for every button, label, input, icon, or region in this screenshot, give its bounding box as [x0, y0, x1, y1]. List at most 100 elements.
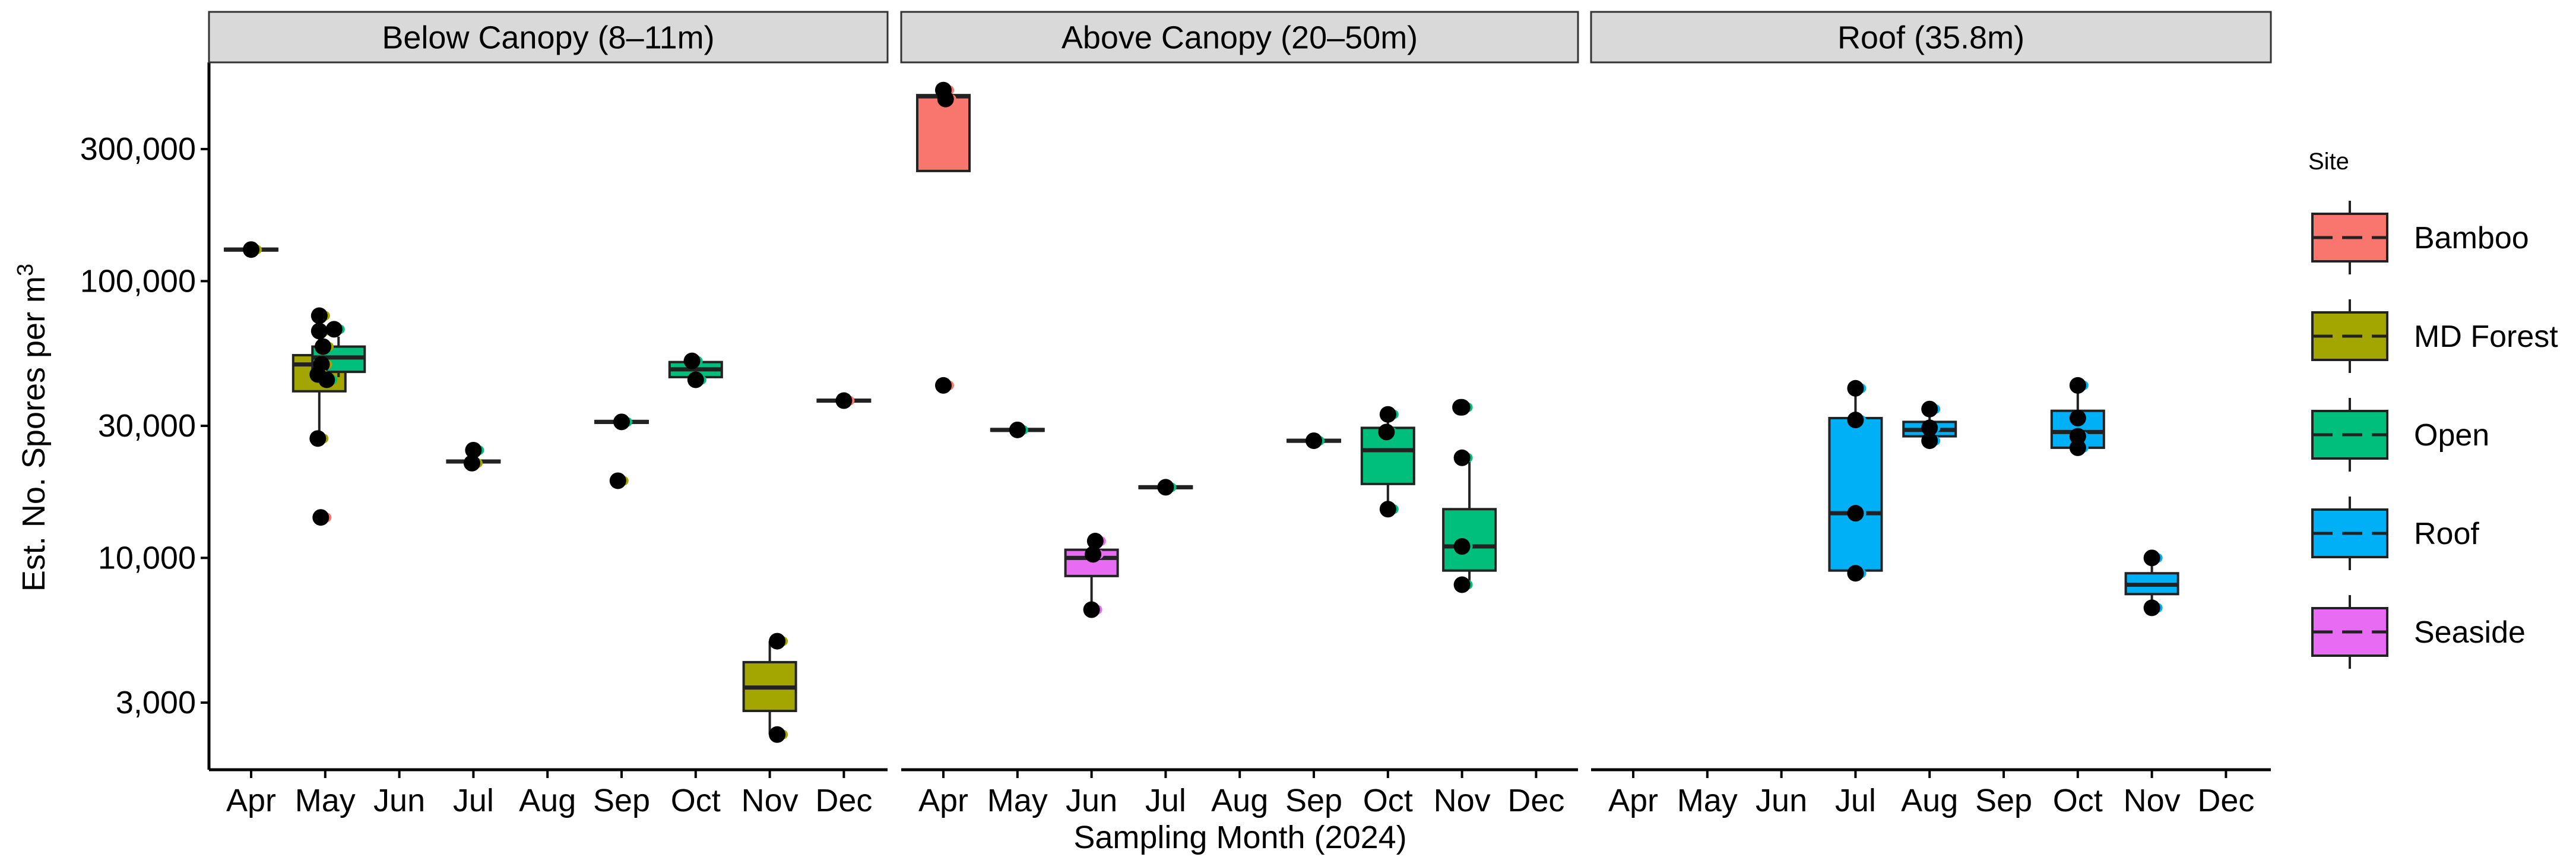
y-axis: 3,000 10,000 30,000 100,000 300,000: [80, 62, 211, 770]
data-point: [2069, 428, 2086, 445]
x-tick-label: Oct: [2053, 783, 2103, 818]
data-point: [769, 633, 786, 650]
x-tick-label: Dec: [1507, 783, 1564, 818]
data-point: [1847, 505, 1864, 522]
x-tick-label: Apr: [918, 783, 968, 818]
x-tick-label: Dec: [815, 783, 872, 818]
data-point: [1009, 421, 1026, 438]
x-tick-label: Jun: [1066, 783, 1117, 818]
x-tick-label: Oct: [671, 783, 721, 818]
facet-strip: [208, 11, 889, 64]
data-point: [613, 413, 630, 431]
x-tick-label: Nov: [742, 783, 799, 818]
facet-panel: Roof (35.8m) Apr May Jun Jul Aug Sep Oct Nov Dec: [1590, 11, 2272, 818]
legend-label: MD Forest: [2414, 320, 2558, 354]
box-roof: [2124, 558, 2179, 608]
facet-panel: Above Canopy (20–50m) Apr May Jun Jul Aug Sep O…: [900, 11, 1579, 818]
y-tick-label: 300,000: [80, 131, 196, 167]
legend-label: Seaside: [2414, 615, 2526, 650]
x-tick-label: Oct: [1363, 783, 1413, 818]
facet-strip-label: Below Canopy (8–11m): [382, 20, 714, 56]
data-point: [465, 441, 482, 459]
data-point: [309, 430, 327, 447]
x-tick-label: May: [1677, 783, 1738, 818]
data-point: [310, 322, 328, 340]
x-tick-label: Jul: [1145, 783, 1186, 818]
x-tick-label: May: [295, 783, 356, 818]
x-tick-label: Jul: [1835, 783, 1876, 818]
data-point: [835, 392, 853, 409]
facet-strip: [1590, 11, 2272, 64]
data-point: [2069, 377, 2086, 394]
data-point: [1083, 601, 1100, 618]
x-axis-title: Sampling Month (2024): [1073, 820, 1406, 855]
y-axis-title-base: Est. No. Spores per m: [16, 276, 52, 592]
data-point: [325, 321, 343, 338]
data-point: [315, 338, 332, 355]
legend-entry: Seaside: [2311, 595, 2526, 669]
legend-entry: Bamboo: [2311, 201, 2529, 274]
facet-panels: Below Canopy (8–11m) Apr May Jun Jul Aug Sep Oc…: [208, 11, 2272, 818]
data-point: [1453, 538, 1471, 555]
y-axis-title-superscript: 3: [13, 264, 38, 276]
legend-label: Bamboo: [2414, 221, 2529, 255]
data-point: [1847, 380, 1864, 397]
data-point: [1453, 399, 1471, 416]
x-tick-label: Apr: [226, 783, 276, 818]
data-point: [1453, 576, 1471, 593]
x-tick-label: Aug: [1901, 783, 1958, 818]
x-tick-label: Sep: [1285, 783, 1342, 818]
data-point: [769, 726, 786, 743]
data-point: [312, 509, 329, 526]
legend-entry: Roof: [2311, 497, 2479, 570]
x-tick-label: Nov: [2124, 783, 2181, 818]
x-tick-label: Nov: [1434, 783, 1491, 818]
data-point: [318, 371, 335, 388]
legend-title: Site: [2308, 148, 2349, 175]
x-tick-label: Sep: [1975, 783, 2032, 818]
data-point: [1306, 432, 1322, 450]
data-point: [1157, 479, 1174, 496]
legend-label: Open: [2414, 418, 2489, 453]
data-point: [1379, 501, 1396, 518]
legend-label: Roof: [2414, 517, 2479, 551]
legend-entry: MD Forest: [2311, 299, 2558, 373]
facet-panel: Below Canopy (8–11m) Apr May Jun Jul Aug Sep Oc…: [208, 11, 889, 818]
x-tick-label: May: [987, 783, 1048, 818]
x-tick-label: Jun: [1756, 783, 1807, 818]
data-point: [463, 454, 480, 472]
data-point: [2143, 549, 2160, 567]
data-point: [1086, 533, 1104, 550]
data-point: [609, 472, 626, 489]
x-tick-label: Aug: [519, 783, 576, 818]
box-md-forest: [742, 641, 797, 735]
y-tick-label: 3,000: [116, 685, 196, 720]
x-tick-label: Aug: [1211, 783, 1268, 818]
y-tick-label: 100,000: [80, 263, 196, 299]
data-point: [1085, 546, 1102, 563]
facet-strip: [900, 11, 1579, 64]
data-point: [683, 352, 701, 369]
data-point: [1921, 432, 1938, 450]
y-tick-label: 10,000: [98, 540, 196, 576]
facet-strip-label: Above Canopy (20–50m): [1062, 20, 1418, 56]
x-tick-label: Apr: [1608, 783, 1658, 818]
box-iqr: [916, 94, 971, 172]
y-axis-title: Est. No. Spores per m3: [13, 264, 52, 592]
data-point: [310, 307, 328, 324]
legend-entry: Open: [2311, 398, 2489, 472]
y-tick-label: 30,000: [98, 408, 196, 444]
data-point: [1378, 423, 1395, 441]
legend: Site Bamboo MD Forest Open Roof Seaside: [2308, 148, 2558, 669]
data-point: [1921, 400, 1938, 418]
data-point: [1453, 449, 1471, 466]
facet-strip-label: Roof (35.8m): [1837, 20, 2024, 56]
box-iqr: [1828, 416, 1883, 572]
x-tick-label: Dec: [2197, 783, 2254, 818]
data-point: [935, 377, 952, 394]
data-point: [687, 371, 704, 388]
data-point: [1847, 565, 1864, 582]
data-point: [2069, 439, 2086, 456]
data-point: [2069, 409, 2086, 426]
box-iqr: [1442, 508, 1497, 572]
